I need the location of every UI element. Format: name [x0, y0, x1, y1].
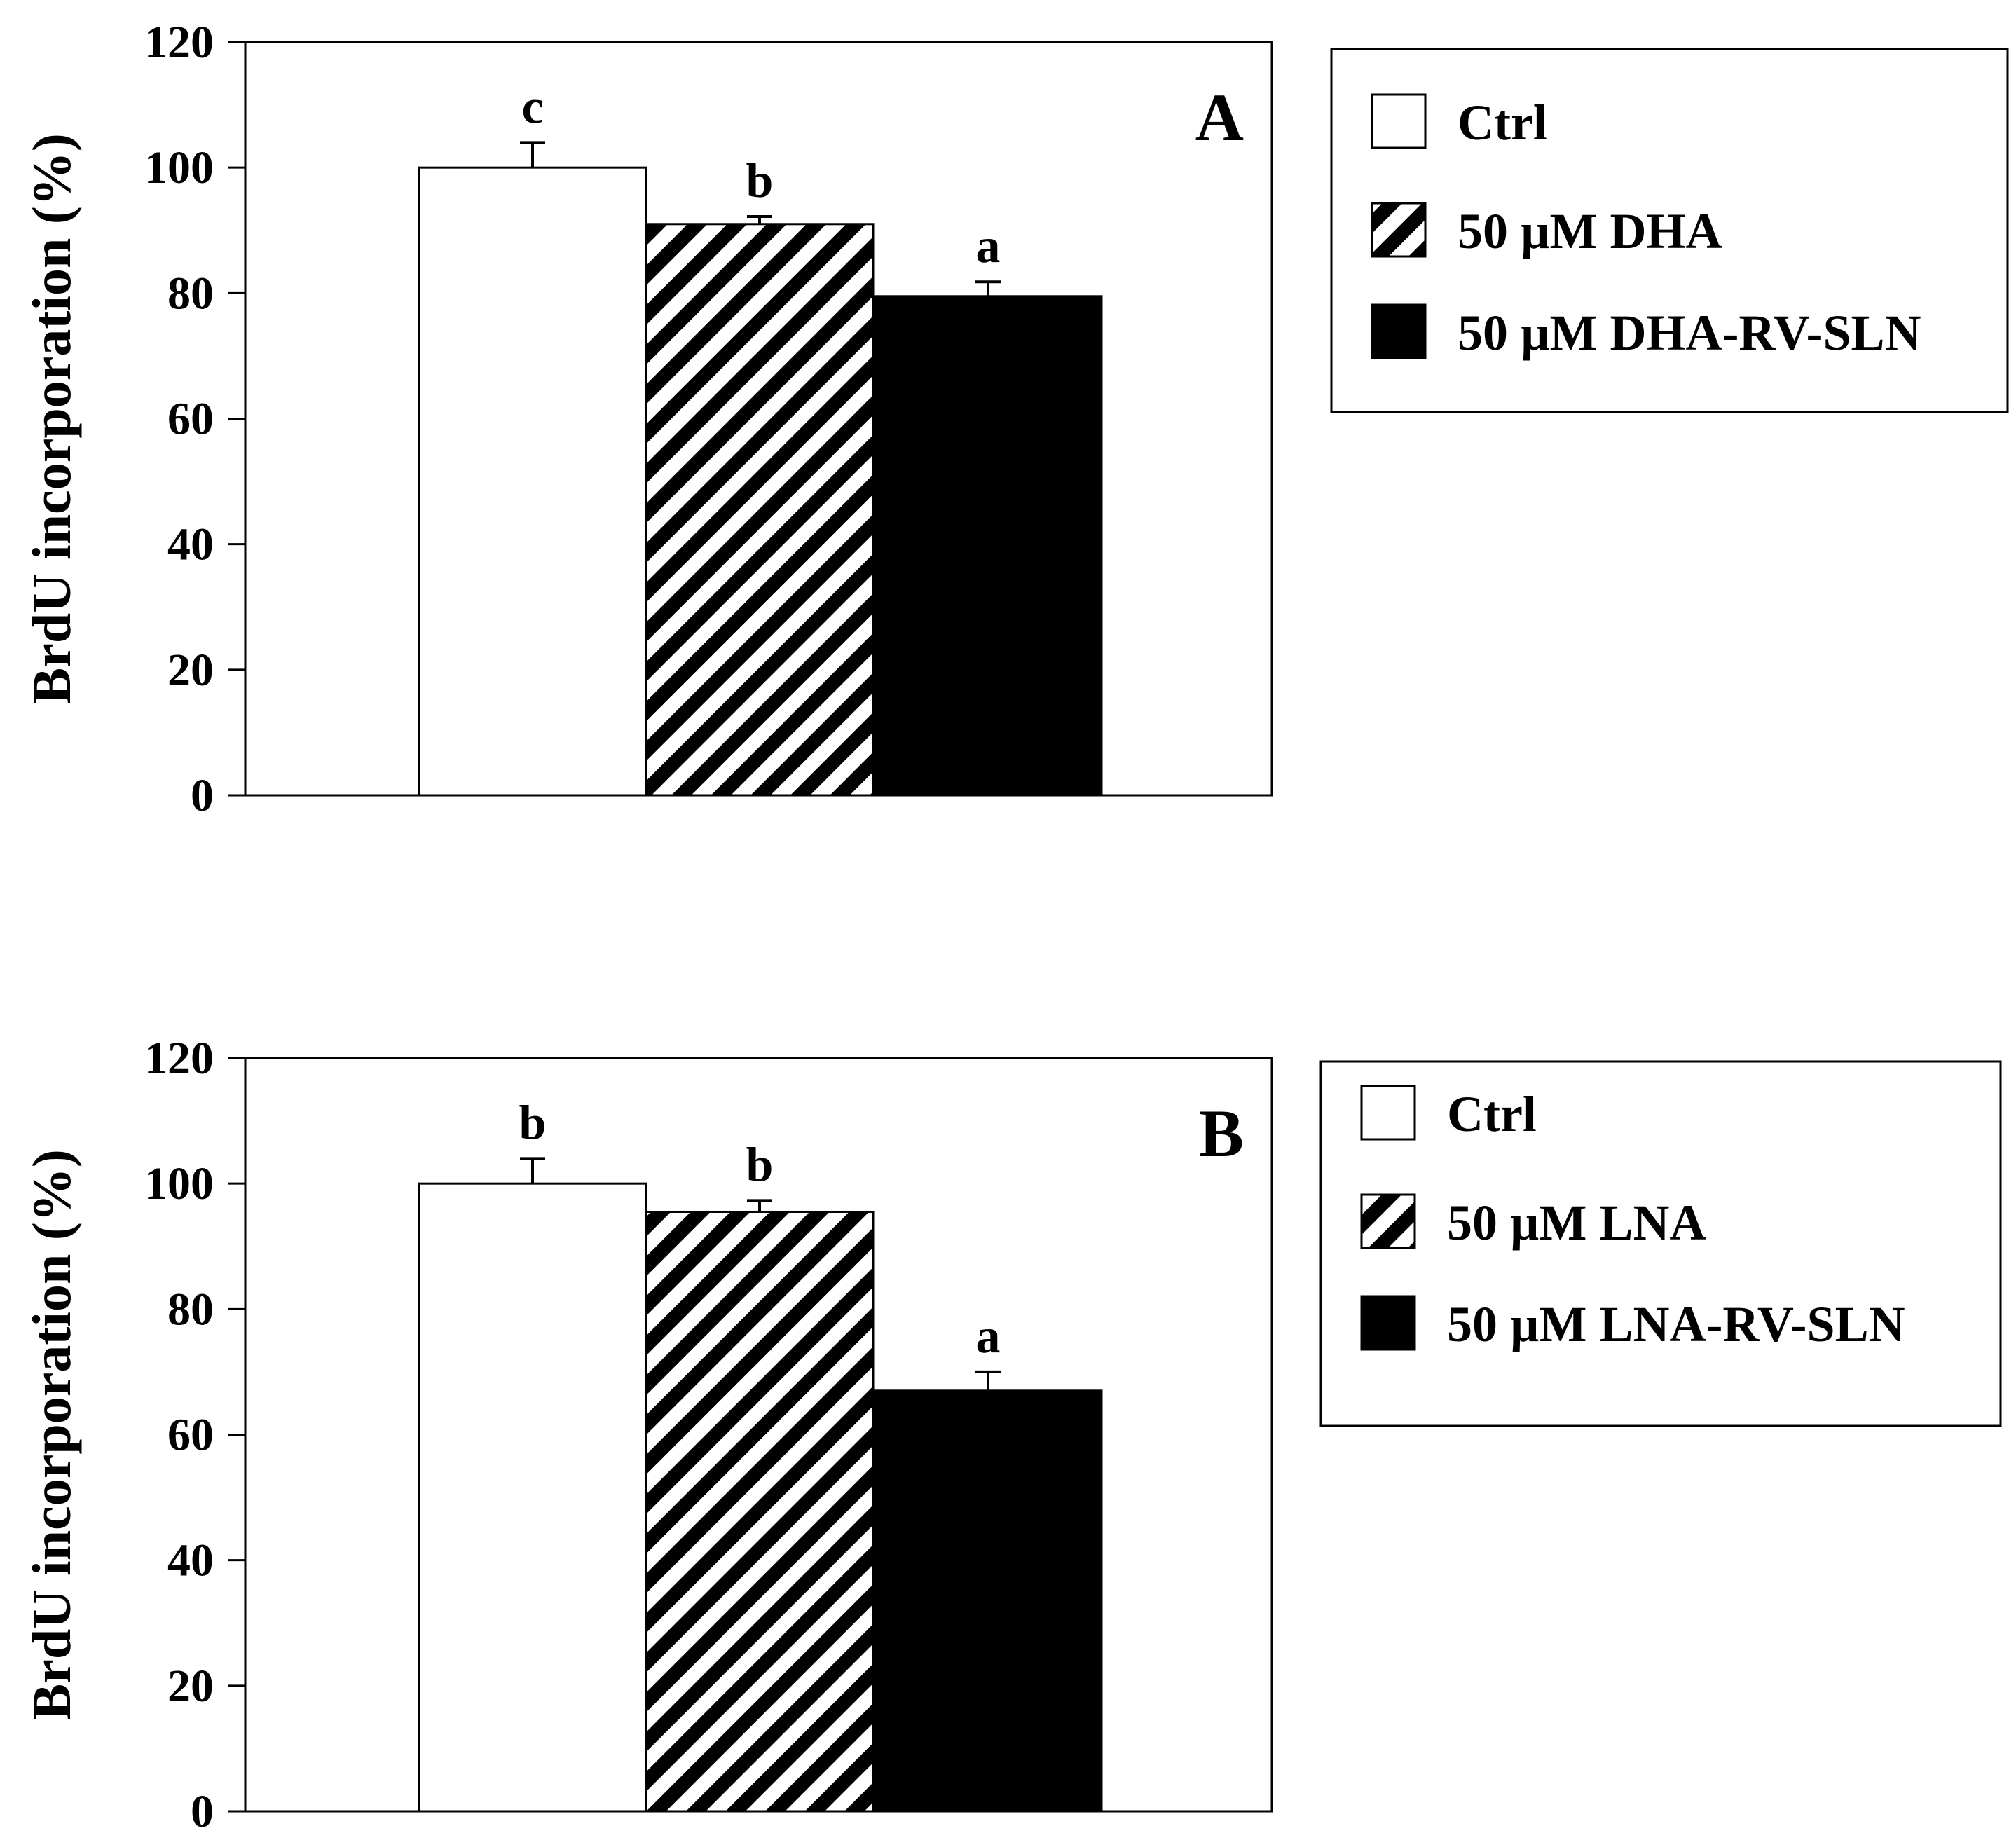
significance-label: b	[746, 1138, 774, 1192]
legend-label: Ctrl	[1458, 95, 1547, 151]
legend-swatch	[1371, 202, 1427, 258]
panel-label: A	[1195, 80, 1244, 155]
y-tick-label: 60	[167, 394, 214, 445]
y-tick-label: 20	[167, 1661, 214, 1712]
legend-swatch	[1371, 93, 1427, 149]
y-tick-label: 40	[167, 519, 214, 570]
y-axis-label: BrdU incorporation (%)	[21, 1149, 82, 1720]
y-tick-label: 100	[144, 142, 214, 193]
legend: Ctrl 50 µM LNA 50 µM LNA-RV-SLN	[1319, 1060, 2002, 1427]
y-tick-label: 120	[144, 1033, 214, 1084]
y-tick-label: 100	[144, 1158, 214, 1209]
legend-label: 50 µM LNA-RV-SLN	[1447, 1296, 1905, 1352]
bar-1	[418, 166, 647, 797]
legend-swatch	[1360, 1193, 1416, 1249]
legend-label: Ctrl	[1447, 1086, 1537, 1142]
significance-label: b	[519, 1096, 547, 1150]
bar-3	[873, 1389, 1103, 1813]
y-tick-label: 40	[167, 1535, 214, 1586]
bar-1	[418, 1182, 647, 1813]
legend-swatch	[1360, 1085, 1416, 1141]
legend-box	[1330, 48, 2009, 413]
legend: Ctrl 50 µM DHA 50 µM DHA-RV-SLN	[1330, 48, 2009, 413]
chart-panel-b: 0 20 40 60 80 100 120 BrdU incorporation (%) b b a…	[21, 1033, 2002, 1837]
legend-box	[1319, 1060, 2002, 1427]
legend-label: 50 µM LNA	[1447, 1195, 1706, 1251]
y-tick-label: 0	[191, 1786, 214, 1837]
significance-label: a	[976, 219, 1001, 273]
legend-swatch	[1371, 303, 1427, 359]
bar-2	[645, 223, 875, 797]
panel-label: B	[1199, 1096, 1244, 1171]
y-tick-label: 60	[167, 1410, 214, 1461]
y-tick-label: 0	[191, 770, 214, 821]
significance-label: b	[746, 154, 774, 208]
y-tick-label: 20	[167, 645, 214, 696]
significance-label: c	[521, 80, 543, 134]
legend-label: 50 µM DHA-RV-SLN	[1458, 305, 1921, 361]
legend-label: 50 µM DHA	[1458, 203, 1722, 259]
y-tick-label: 80	[167, 268, 214, 319]
significance-label: a	[976, 1310, 1001, 1364]
bar-2	[645, 1210, 875, 1813]
y-axis-label: BrdU incorporation (%)	[21, 133, 82, 704]
y-tick-label: 120	[144, 17, 214, 68]
legend-swatch	[1360, 1295, 1416, 1351]
chart-panel-a: 0 20 40 60 80 100 120 BrdU incorporation (%) c b a…	[21, 17, 2009, 821]
y-tick-label: 80	[167, 1284, 214, 1335]
bar-3	[873, 295, 1103, 797]
